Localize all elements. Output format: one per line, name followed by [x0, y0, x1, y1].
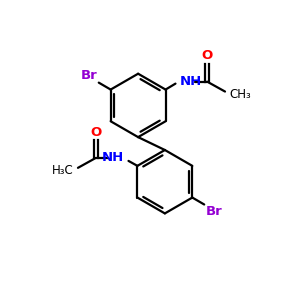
Text: NH: NH [179, 75, 202, 88]
Text: H₃C: H₃C [52, 164, 74, 177]
Text: NH: NH [101, 152, 124, 164]
Text: CH₃: CH₃ [229, 88, 251, 101]
Text: O: O [202, 50, 213, 62]
Text: Br: Br [80, 69, 97, 82]
Text: Br: Br [206, 205, 223, 218]
Text: O: O [90, 126, 101, 139]
